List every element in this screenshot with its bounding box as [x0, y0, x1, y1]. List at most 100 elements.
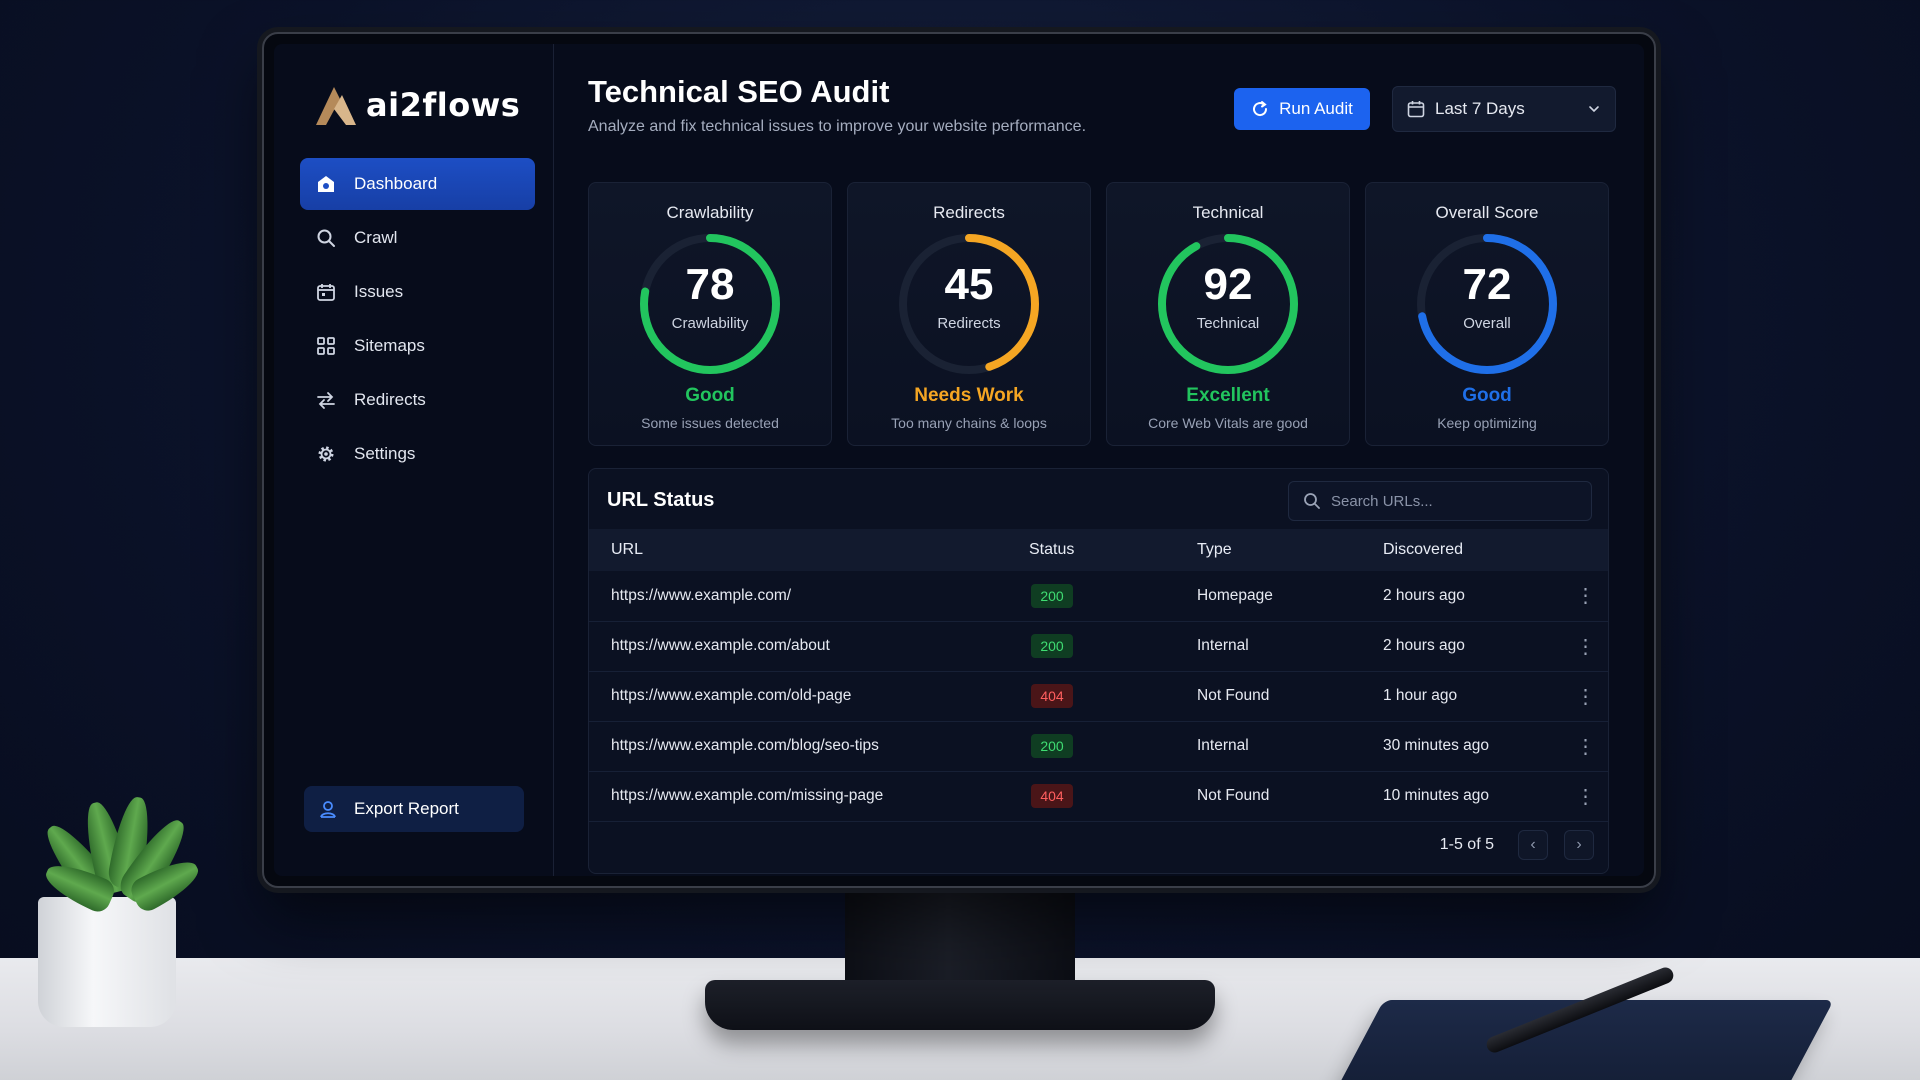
table-row[interactable]: https://www.example.com/ 200 Homepage 2 … [589, 571, 1608, 621]
status-badge: 200 [1031, 734, 1073, 758]
card-status: Good [685, 385, 735, 406]
pagination: 1-5 of 5 ‹ › [1440, 827, 1594, 863]
search-icon [1304, 493, 1320, 509]
gauge-label: Redirects [937, 315, 1001, 332]
sidebar-item-redirects[interactable]: Redirects [300, 374, 535, 426]
column-header-type[interactable]: Type [1197, 541, 1232, 558]
redirects-card[interactable]: Redirects 45 Redirects Needs Work Too ma… [847, 182, 1091, 446]
card-status: Good [1462, 385, 1512, 406]
sitemap-icon [317, 337, 335, 355]
search-input[interactable] [1331, 492, 1591, 510]
gauge-value: 45 [944, 260, 994, 309]
row-menu-icon[interactable]: ⋮ [1575, 735, 1596, 758]
score-cards: Crawlability 78 Crawlability Good Some i… [588, 182, 1618, 446]
monitor: ai2flows Dashboard Crawl [262, 32, 1656, 888]
sidebar-item-crawl[interactable]: Crawl [300, 212, 535, 264]
sidebar: ai2flows Dashboard Crawl [274, 44, 554, 876]
column-header-status[interactable]: Status [1029, 541, 1075, 558]
column-header-discovered[interactable]: Discovered [1383, 541, 1464, 558]
gauge-value: 78 [685, 260, 735, 309]
row-menu-icon[interactable]: ⋮ [1575, 785, 1596, 808]
brand-name: ai2flows [366, 86, 521, 124]
sidebar-item-issues[interactable]: Issues [300, 266, 535, 318]
crawlability-gauge: 78 Crawlability [635, 229, 785, 379]
monitor-stand [845, 888, 1075, 988]
table-row[interactable]: https://www.example.com/blog/seo-tips 20… [589, 721, 1608, 771]
row-menu-icon[interactable]: ⋮ [1575, 685, 1596, 708]
calendar-icon [317, 284, 335, 301]
page-subtitle: Analyze and fix technical issues to impr… [588, 118, 1087, 135]
card-status: Excellent [1186, 385, 1270, 406]
url-cell[interactable]: https://www.example.com/ [611, 586, 792, 604]
search-icon [317, 229, 335, 247]
pagination-text: 1-5 of 5 [1439, 836, 1494, 853]
chevron-right-icon: › [1576, 836, 1582, 853]
discovered-cell: 1 hour ago [1383, 687, 1458, 704]
next-page-button[interactable]: › [1564, 830, 1594, 860]
status-badge: 200 [1031, 634, 1073, 658]
sidebar-item-label: Redirects [354, 390, 426, 409]
type-cell: Internal [1197, 737, 1249, 754]
app-window: ai2flows Dashboard Crawl [274, 44, 1644, 876]
crawlability-card[interactable]: Crawlability 78 Crawlability Good Some i… [588, 182, 832, 446]
status-badge: 200 [1031, 583, 1073, 608]
column-header-url[interactable]: URL [611, 541, 644, 558]
brand-logo[interactable]: ai2flows [312, 72, 553, 138]
gauge-value: 92 [1203, 260, 1253, 309]
chevron-down-icon [1589, 106, 1599, 113]
card-note: Too many chains & loops [891, 415, 1047, 431]
redirect-arrows-icon [317, 392, 335, 409]
row-menu-icon[interactable]: ⋮ [1575, 635, 1596, 658]
sidebar-item-dashboard[interactable]: Dashboard [300, 158, 535, 210]
gauge-arc [640, 234, 780, 374]
row-menu-icon[interactable]: ⋮ [1575, 585, 1596, 608]
gauge-label: Overall [1463, 315, 1511, 332]
gauge-arc [1158, 234, 1298, 374]
prev-page-button[interactable]: ‹ [1518, 830, 1548, 860]
calendar-icon [1407, 101, 1425, 118]
card-status: Needs Work [914, 385, 1024, 406]
sidebar-item-sitemaps[interactable]: Sitemaps [300, 320, 535, 372]
url-cell[interactable]: https://www.example.com/blog/seo-tips [611, 737, 879, 754]
overall-score-card[interactable]: Overall Score 72 Overall Good Keep optim… [1365, 182, 1609, 446]
card-note: Core Web Vitals are good [1148, 415, 1308, 431]
type-cell: Internal [1197, 637, 1249, 654]
redirects-gauge: 45 Redirects [894, 229, 1044, 379]
sidebar-item-label: Dashboard [354, 174, 438, 193]
dashboard-icon [318, 176, 334, 192]
logo-mark-icon [316, 87, 356, 125]
gauge-label: Technical [1196, 315, 1260, 332]
url-status-title: URL Status [607, 489, 715, 511]
sidebar-nav: Dashboard Crawl [274, 158, 553, 480]
type-cell: Not Found [1197, 787, 1270, 804]
discovered-cell: 2 hours ago [1383, 586, 1465, 604]
card-title: Technical [1192, 203, 1264, 222]
export-report-button[interactable]: Export Report [304, 786, 524, 832]
technical-gauge: 92 Technical [1153, 229, 1303, 379]
sidebar-item-settings[interactable]: Settings [300, 428, 535, 480]
date-range-value: Last 7 Days [1435, 99, 1525, 118]
monitor-stand-base [705, 980, 1215, 1030]
table-row[interactable]: https://www.example.com/about 200 Intern… [589, 621, 1608, 671]
main-content: Technical SEO Audit Analyze and fix tech… [554, 44, 1644, 876]
date-range-select[interactable]: Last 7 Days [1392, 86, 1616, 132]
sidebar-item-label: Settings [354, 444, 416, 463]
gauge-arc [1417, 234, 1557, 374]
table-header-row: URL Status Type Discovered [589, 529, 1608, 571]
search-box[interactable] [1288, 481, 1592, 521]
chevron-left-icon: ‹ [1530, 836, 1536, 853]
gauge-value: 72 [1462, 260, 1512, 309]
export-icon [320, 801, 336, 818]
table-row[interactable]: https://www.example.com/missing-page 404… [589, 771, 1608, 821]
technical-card[interactable]: Technical 92 Technical Excellent Core We… [1106, 182, 1350, 446]
status-badge: 404 [1031, 784, 1073, 808]
type-cell: Homepage [1197, 586, 1273, 604]
url-cell[interactable]: https://www.example.com/old-page [611, 687, 852, 704]
sidebar-item-label: Crawl [354, 228, 398, 247]
url-cell[interactable]: https://www.example.com/about [611, 637, 830, 654]
page-header: Technical SEO Audit Analyze and fix tech… [588, 74, 1618, 174]
table-row[interactable]: https://www.example.com/old-page 404 Not… [589, 671, 1608, 721]
run-audit-button[interactable]: Run Audit [1234, 88, 1370, 130]
url-cell[interactable]: https://www.example.com/missing-page [611, 787, 884, 804]
card-title: Crawlability [666, 203, 754, 222]
